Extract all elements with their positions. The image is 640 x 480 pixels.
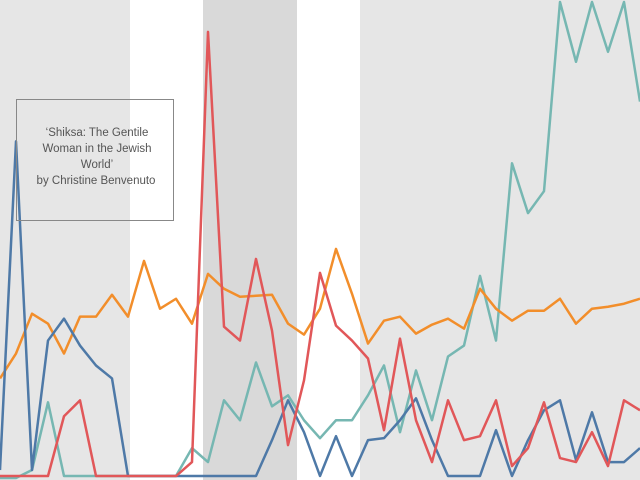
annotation-line: ‘Shiksa: The Gentile	[46, 127, 149, 139]
series-line	[0, 30, 640, 478]
band	[130, 0, 203, 480]
annotation-box	[16, 99, 174, 221]
annotation: ‘Shiksa: The Gentile Woman in the Jewish W…	[37, 127, 156, 187]
annotation-line: Woman in the Jewish	[42, 143, 151, 155]
band	[297, 0, 360, 480]
annotation-line: World’	[81, 159, 113, 171]
series-line	[0, 247, 640, 380]
annotation-line: by Christine Benvenuto	[37, 175, 156, 187]
